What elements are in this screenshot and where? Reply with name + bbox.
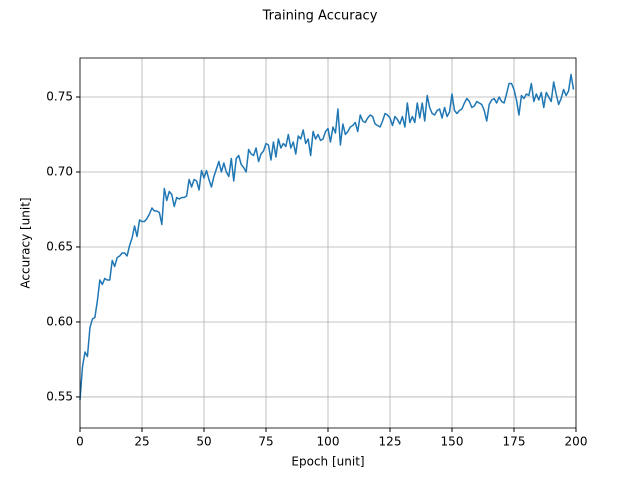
y-tick-label: 0.60 [46, 314, 73, 328]
chart-title: Training Accuracy [262, 9, 378, 24]
x-tick-label: 0 [76, 435, 84, 449]
x-tick-label: 125 [379, 435, 402, 449]
y-tick-label: 0.65 [46, 239, 73, 253]
x-tick-label: 100 [317, 435, 340, 449]
y-tick-label: 0.55 [46, 389, 73, 403]
x-tick-label: 25 [134, 435, 149, 449]
x-tick-label: 200 [565, 435, 588, 449]
x-tick-label: 75 [258, 435, 273, 449]
x-tick-label: 175 [503, 435, 526, 449]
x-tick-label: 150 [441, 435, 464, 449]
data-line [79, 73, 575, 401]
y-tick-label: 0.70 [46, 164, 73, 178]
y-axis-label: Accuracy [unit] [19, 197, 33, 288]
x-axis-label: Epoch [unit] [291, 455, 364, 469]
x-tick-label: 50 [196, 435, 211, 449]
axes-frame [79, 57, 577, 429]
y-tick-label: 0.75 [46, 89, 73, 103]
